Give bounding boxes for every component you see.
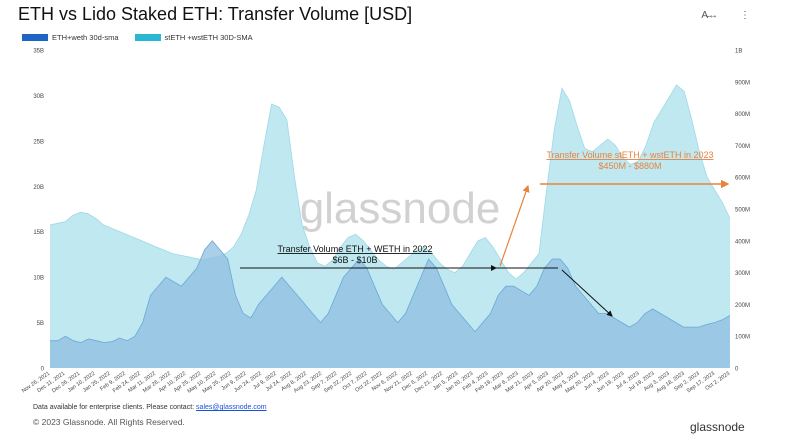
series-eth-area [50, 240, 730, 368]
annotation-2023-range: $450M - $880M [598, 161, 661, 171]
y-right-tick: 200M [735, 303, 750, 309]
y-right-tick: 400M [735, 239, 750, 245]
y-right-tick: 700M [735, 144, 750, 150]
chart-title: ETH vs Lido Staked ETH: Transfer Volume … [18, 4, 413, 24]
legend-item-eth[interactable]: ETH+weth 30d-sma [22, 33, 119, 42]
legend-label-eth: ETH+weth 30d-sma [52, 33, 119, 42]
legend-item-steth[interactable]: stETH +wstETH 30D-SMA [134, 33, 253, 42]
y-left-tick: 35B [33, 49, 44, 55]
y-left-tick: 15B [33, 230, 44, 236]
y-right-tick: 100M [735, 335, 750, 341]
annotation-2022-title: Transfer Volume ETH + WETH in 2022 [278, 244, 433, 254]
y-left-tick: 0 [41, 367, 45, 373]
y-right-tick: 500M [735, 208, 750, 214]
annotation-layer: Transfer Volume ETH + WETH in 2022 $6B -… [240, 150, 730, 317]
y-right-tick: 1B [735, 49, 742, 55]
y-right-tick: 0 [735, 367, 739, 373]
legend-label-steth: stETH +wstETH 30D-SMA [164, 33, 253, 42]
y-left-tick: 25B [33, 139, 44, 145]
y-right-tick: 600M [735, 176, 750, 182]
watermark: glassnode [300, 184, 501, 233]
chart-legend: ETH+weth 30d-sma stETH +wstETH 30D-SMA [22, 33, 253, 42]
contact-email-link[interactable]: sales@glassnode.com [196, 404, 267, 411]
series-eth-line [50, 240, 731, 344]
y-left-tick: 5B [37, 321, 44, 327]
y-left-tick: 20B [33, 185, 44, 191]
translate-icon[interactable]: A̵↔ [701, 10, 718, 21]
y-left-tick: 30B [33, 94, 44, 100]
chart-canvas: glassnode 0 5B 10B 15B 20B 25B 30B 35B 0 100M 200… [21, 49, 750, 395]
toolbar: A̵↔ ⋮ [701, 10, 750, 21]
annotation-2022-range: $6B - $10B [332, 255, 377, 265]
footer-note: Data available for enterprise clients. P… [33, 404, 267, 411]
y-left-tick: 10B [33, 276, 44, 282]
annotation-decline-arrow [561, 269, 613, 317]
y-axis-right: 0 100M 200M 300M 400M 500M 600M 700M 800M 900M 1B [735, 49, 750, 373]
y-right-tick: 800M [735, 112, 750, 118]
legend-swatch-eth [22, 34, 48, 41]
brand-logo: glassnode [690, 420, 745, 434]
legend-swatch-steth [134, 34, 161, 41]
more-vert-icon[interactable]: ⋮ [740, 10, 750, 21]
y-right-tick: 900M [735, 80, 750, 86]
y-right-tick: 300M [735, 271, 750, 277]
footer-note-text: Data available for enterprise clients. P… [33, 404, 195, 411]
copyright: © 2023 Glassnode. All Rights Reserved. [33, 417, 185, 427]
annotation-rise-arrow [499, 184, 530, 267]
y-axis-left: 0 5B 10B 15B 20B 25B 30B 35B [33, 49, 44, 373]
annotation-2023-title: Transfer Volume stETH + wstETH in 2023 [547, 150, 714, 160]
